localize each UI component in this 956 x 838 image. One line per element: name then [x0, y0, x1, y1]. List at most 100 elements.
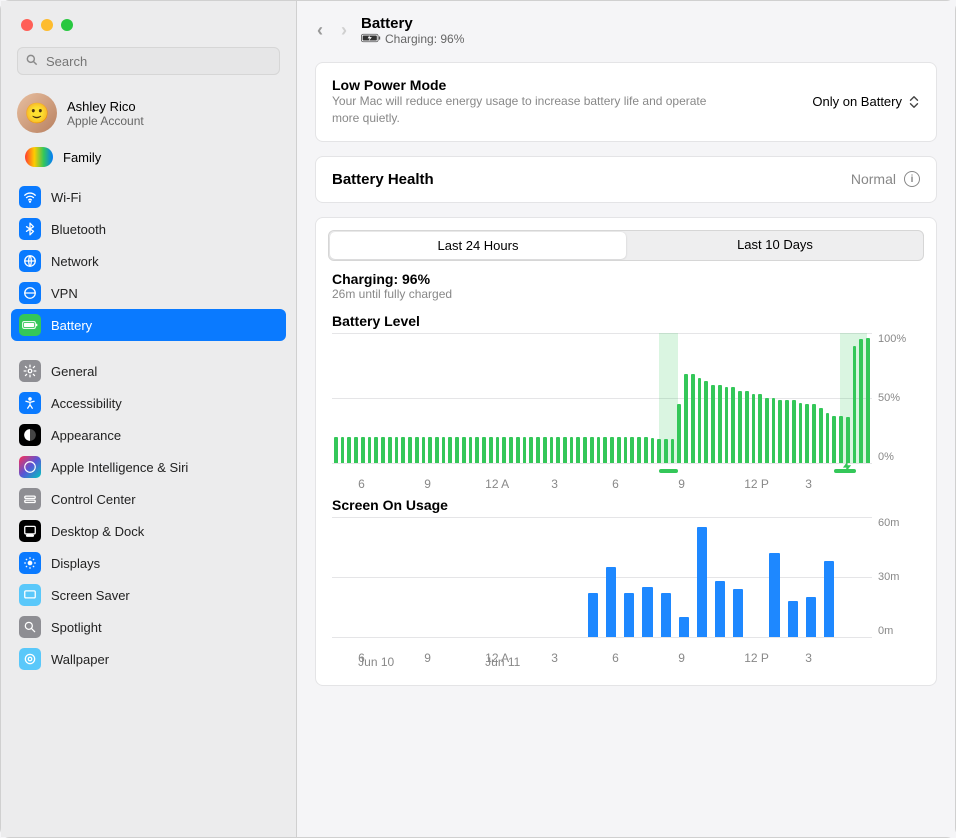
battery-bar: [691, 374, 695, 462]
range-segment[interactable]: Last 24 Hours Last 10 Days: [328, 230, 924, 261]
sidebar-item-label: Desktop & Dock: [51, 524, 144, 539]
info-icon[interactable]: i: [904, 171, 920, 187]
account-row[interactable]: 🙂 Ashley Rico Apple Account: [1, 87, 296, 143]
back-button[interactable]: ‹: [317, 20, 323, 41]
battery-bar: [698, 378, 702, 463]
screen-usage-chart: [332, 517, 872, 637]
screen-usage-title: Screen On Usage: [332, 497, 920, 513]
close-icon[interactable]: [21, 19, 33, 31]
usage-bar: [624, 593, 634, 637]
sidebar-item-battery[interactable]: Battery: [11, 309, 286, 341]
sidebar-item-displays[interactable]: Displays: [11, 547, 286, 579]
battery-bar: [765, 398, 769, 463]
battery-bar: [368, 437, 372, 463]
sidebar-item-general[interactable]: General: [11, 355, 286, 387]
usage-bar: [606, 567, 616, 637]
low-power-select[interactable]: Only on Battery: [812, 94, 920, 109]
sidebar-item-network[interactable]: Network: [11, 245, 286, 277]
ai-icon: [19, 456, 41, 478]
battery-level-title: Battery Level: [332, 313, 920, 329]
battery-bar: [489, 437, 493, 463]
battery-bar: [657, 439, 661, 462]
battery-bar: [482, 437, 486, 463]
sidebar-item-label: Displays: [51, 556, 100, 571]
sidebar-item-label: Apple Intelligence & Siri: [51, 460, 188, 475]
avatar: 🙂: [17, 93, 57, 133]
battery-bar: [758, 394, 762, 463]
page-status: Charging: 96%: [385, 32, 464, 46]
sidebar-item-wallpaper[interactable]: Wallpaper: [11, 643, 286, 675]
tab-10d[interactable]: Last 10 Days: [627, 231, 923, 260]
battery-health-value: Normal: [851, 171, 896, 187]
sidebar-item-vpn[interactable]: VPN: [11, 277, 286, 309]
sidebar-item-apple-intelligence-siri[interactable]: Apple Intelligence & Siri: [11, 451, 286, 483]
battery-bar: [718, 385, 722, 463]
dock-icon: [19, 520, 41, 542]
sidebar-item-label: Control Center: [51, 492, 136, 507]
battery-bar: [832, 416, 836, 463]
sidebar-item-spotlight[interactable]: Spotlight: [11, 611, 286, 643]
battery-bar: [839, 416, 843, 463]
account-sub: Apple Account: [67, 114, 144, 128]
battery-bar: [422, 437, 426, 463]
battery-bar: [859, 339, 863, 463]
battery-bar: [630, 437, 634, 463]
battery-bar: [752, 394, 756, 463]
usage-bar: [824, 561, 834, 637]
battery-bar: [576, 437, 580, 463]
battery-bar: [469, 437, 473, 463]
sidebar-item-wi-fi[interactable]: Wi-Fi: [11, 181, 286, 213]
battery-bar: [866, 338, 870, 463]
usage-bar: [697, 527, 707, 637]
battery-bar: [462, 437, 466, 463]
battery-bar: [778, 400, 782, 462]
battery-bar: [590, 437, 594, 463]
battery-bar: [354, 437, 358, 463]
sidebar-item-label: Appearance: [51, 428, 121, 443]
low-power-value: Only on Battery: [812, 94, 902, 109]
battery-bar: [644, 437, 648, 463]
bt-icon: [19, 218, 41, 240]
search-field[interactable]: [17, 47, 280, 75]
battery-bar: [684, 374, 688, 462]
usage-bar: [642, 587, 652, 637]
battery-bar: [812, 404, 816, 463]
sidebar-item-bluetooth[interactable]: Bluetooth: [11, 213, 286, 245]
nav-buttons: ‹ ›: [317, 20, 347, 41]
family-row[interactable]: Family: [1, 143, 296, 179]
battery-bar: [475, 437, 479, 463]
battery-bar: [550, 437, 554, 463]
battery-bar: [509, 437, 513, 463]
wall-icon: [19, 648, 41, 670]
battery-bar: [671, 439, 675, 462]
battery-bar: [624, 437, 628, 463]
battery-bar: [603, 437, 607, 463]
forward-button[interactable]: ›: [341, 20, 347, 41]
app-icon: [19, 424, 41, 446]
charge-eta: 26m until fully charged: [332, 287, 920, 301]
charging-icon: [361, 32, 381, 46]
battery-bar: [725, 387, 729, 462]
zoom-icon[interactable]: [61, 19, 73, 31]
battery-bar: [637, 437, 641, 463]
tab-24h[interactable]: Last 24 Hours: [330, 232, 626, 259]
sidebar-item-appearance[interactable]: Appearance: [11, 419, 286, 451]
sidebar-item-screen-saver[interactable]: Screen Saver: [11, 579, 286, 611]
search-input[interactable]: [17, 47, 280, 75]
battery-bar: [502, 437, 506, 463]
battery-bar: [536, 437, 540, 463]
wifi-icon: [19, 186, 41, 208]
sidebar-item-control-center[interactable]: Control Center: [11, 483, 286, 515]
minimize-icon[interactable]: [41, 19, 53, 31]
battery-bar: [745, 391, 749, 463]
usage-bar: [733, 589, 743, 637]
battery-bar: [455, 437, 459, 463]
family-label: Family: [63, 150, 101, 165]
sidebar-item-desktop-dock[interactable]: Desktop & Dock: [11, 515, 286, 547]
sidebar-item-label: Network: [51, 254, 99, 269]
battery-bar: [556, 437, 560, 463]
sidebar-item-accessibility[interactable]: Accessibility: [11, 387, 286, 419]
battery-bar: [677, 404, 681, 463]
battery-bar: [819, 408, 823, 463]
battery-bar: [583, 437, 587, 463]
